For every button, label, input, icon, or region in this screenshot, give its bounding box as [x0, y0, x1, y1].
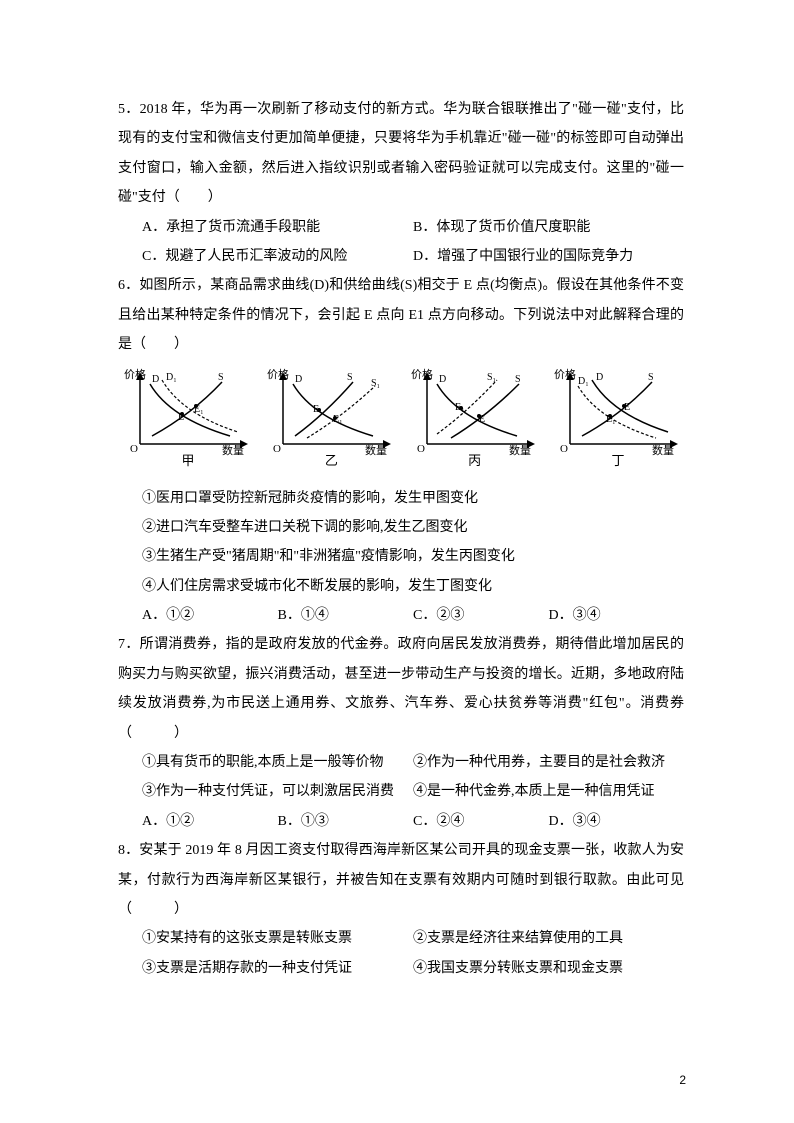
q8-subs-row1: ①安某持有的这张支票是转账支票 ②支票是经济往来结算使用的工具	[142, 924, 684, 953]
q7-text: 7．所谓消费券，指的是政府发放的代金券。政府向居民发放消费券，期待借此增加居民的…	[118, 630, 684, 748]
page-content: 5．2018 年，华为再一次刷新了移动支付的新方式。华为联合银联推出了"碰一碰"…	[0, 0, 794, 1023]
q8-sub3: ③支票是活期存款的一种支付凭证	[142, 954, 413, 983]
xlabel: 数量	[222, 444, 244, 456]
svg-text:S₁: S₁	[371, 378, 380, 389]
svg-text:D: D	[596, 372, 603, 383]
svg-text:D₁: D₁	[578, 376, 589, 387]
q7-option-d: D．③④	[549, 807, 685, 836]
q5-options-row1: A．承担了货币流通手段职能 B．体现了货币价值尺度职能	[142, 213, 684, 242]
q6-sub3: ③生猪生产受"猪周期"和"非洲猪瘟"疫情影响，发生丙图变化	[142, 542, 684, 571]
page-number: 2	[679, 1073, 686, 1087]
diagram-jia-svg: 价格 O 数量 D D₁ S E E₁	[122, 366, 254, 456]
q6-text: 6．如图所示，某商品需求曲线(D)和供给曲线(S)相交于 E 点(均衡点)。假设…	[118, 271, 684, 359]
svg-text:D: D	[152, 374, 159, 385]
q8-subs-row2: ③支票是活期存款的一种支付凭证 ④我国支票分转账支票和现金支票	[142, 954, 684, 983]
q6-sub1: ①医用口罩受防控新冠肺炎疫情的影响，发生甲图变化	[142, 484, 684, 513]
svg-text:数量: 数量	[652, 444, 674, 456]
q5-text: 5．2018 年，华为再一次刷新了移动支付的新方式。华为联合银联推出了"碰一碰"…	[118, 95, 684, 213]
q8-text: 8．安某于 2019 年 8 月因工资支付取得西海岸新区某公司开具的现金支票一张…	[118, 836, 684, 924]
svg-text:S: S	[347, 372, 353, 383]
svg-text:O: O	[417, 443, 425, 455]
diagram-ding-svg: 价格 O 数量 D D₁ S E E₁	[552, 366, 684, 456]
svg-text:S: S	[648, 372, 654, 383]
diagram-yi: 价格 O 数量 D S S₁ E E₁	[265, 366, 397, 478]
question-8: 8．安某于 2019 年 8 月因工资支付取得西海岸新区某公司开具的现金支票一张…	[118, 836, 684, 983]
diagram-bing-svg: 价格 O 数量 D S S₁ E E₁	[409, 366, 541, 456]
q7-option-b: B．①③	[278, 807, 414, 836]
diagram-jia-label: 甲	[181, 454, 194, 467]
svg-text:S: S	[218, 372, 224, 383]
q6-option-d: D．③④	[549, 601, 685, 630]
svg-text:数量: 数量	[509, 444, 531, 456]
q5-options-row2: C．规避了人民币汇率波动的风险 D．增强了中国银行业的国际竞争力	[142, 242, 684, 271]
q8-sub4: ④我国支票分转账支票和现金支票	[413, 954, 684, 983]
svg-text:O: O	[560, 443, 568, 455]
question-7: 7．所谓消费券，指的是政府发放的代金券。政府向居民发放消费券，期待借此增加居民的…	[118, 630, 684, 836]
q7-sub3: ③作为一种支付凭证，可以刺激居民消费	[142, 777, 413, 806]
svg-text:S₁: S₁	[487, 372, 496, 383]
q8-sub1: ①安某持有的这张支票是转账支票	[142, 924, 413, 953]
diagram-bing-label: 丙	[468, 454, 481, 467]
q7-subs-row1: ①具有货币的职能,本质上是一般等价物 ②作为一种代用券，主要目的是社会救济	[142, 748, 684, 777]
q6-diagrams: 价格 O 数量 D D₁ S E E₁	[122, 366, 684, 478]
diagram-ding-label: 丁	[611, 454, 624, 467]
q7-sub1: ①具有货币的职能,本质上是一般等价物	[142, 748, 413, 777]
q7-option-a: A．①②	[142, 807, 278, 836]
q6-options-row: A．①② B．①④ C．②③ D．③④	[142, 601, 684, 630]
q6-option-a: A．①②	[142, 601, 278, 630]
q7-option-c: C．②④	[413, 807, 549, 836]
q7-sub4: ④是一种代金券,本质上是一种信用凭证	[413, 777, 684, 806]
diagram-yi-svg: 价格 O 数量 D S S₁ E E₁	[265, 366, 397, 456]
q6-sub4: ④人们住房需求受城市化不断发展的影响，发生丁图变化	[142, 572, 684, 601]
question-5: 5．2018 年，华为再一次刷新了移动支付的新方式。华为联合银联推出了"碰一碰"…	[118, 95, 684, 271]
svg-text:O: O	[273, 443, 281, 455]
diagram-bing: 价格 O 数量 D S S₁ E E₁	[409, 366, 541, 478]
q7-options-row: A．①② B．①③ C．②④ D．③④	[142, 807, 684, 836]
q6-option-c: C．②③	[413, 601, 549, 630]
q5-option-d: D．增强了中国银行业的国际竞争力	[413, 242, 684, 271]
q5-option-a: A．承担了货币流通手段职能	[142, 213, 413, 242]
q8-sub2: ②支票是经济往来结算使用的工具	[413, 924, 684, 953]
q6-option-b: B．①④	[278, 601, 414, 630]
svg-text:S: S	[515, 374, 521, 385]
q6-sub2: ②进口汽车受整车进口关税下调的影响,发生乙图变化	[142, 513, 684, 542]
svg-text:D: D	[295, 374, 302, 385]
q7-sub2: ②作为一种代用券，主要目的是社会救济	[413, 748, 684, 777]
svg-text:D: D	[439, 374, 446, 385]
q5-option-c: C．规避了人民币汇率波动的风险	[142, 242, 413, 271]
origin-label: O	[130, 443, 138, 455]
q5-option-b: B．体现了货币价值尺度职能	[413, 213, 684, 242]
diagram-yi-label: 乙	[325, 454, 338, 467]
svg-text:数量: 数量	[365, 444, 387, 456]
diagram-jia: 价格 O 数量 D D₁ S E E₁	[122, 366, 254, 478]
q7-subs-row2: ③作为一种支付凭证，可以刺激居民消费 ④是一种代金券,本质上是一种信用凭证	[142, 777, 684, 806]
question-6: 6．如图所示，某商品需求曲线(D)和供给曲线(S)相交于 E 点(均衡点)。假设…	[118, 271, 684, 630]
svg-text:D₁: D₁	[166, 372, 177, 383]
diagram-ding: 价格 O 数量 D D₁ S E E₁	[552, 366, 684, 478]
